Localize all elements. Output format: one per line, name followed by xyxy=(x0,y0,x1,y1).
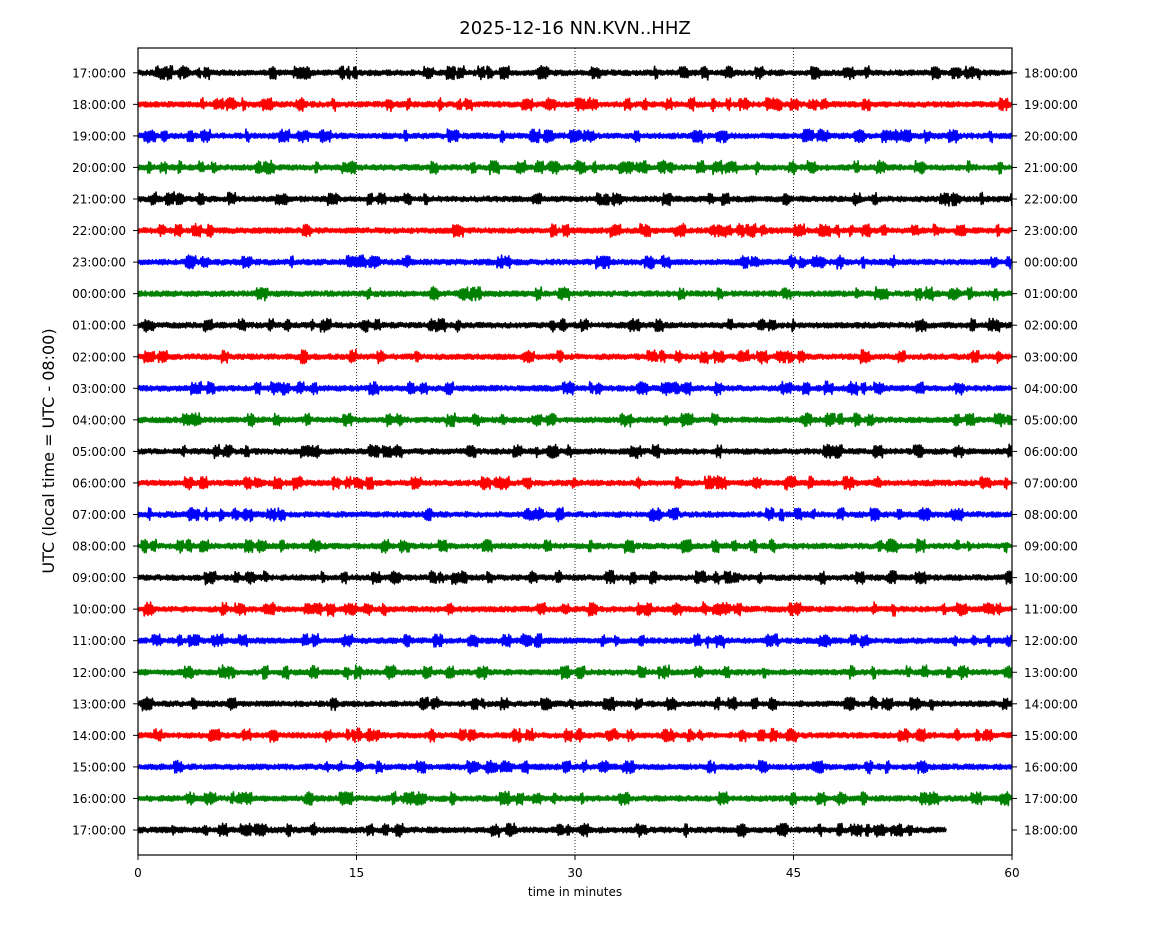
right-tick-label-2: 19:00:00 xyxy=(1024,98,1078,112)
trace-9 xyxy=(137,317,1013,333)
left-tick-label-17: 09:00:00 xyxy=(72,571,126,585)
right-tick-label-13: 06:00:00 xyxy=(1024,445,1078,459)
left-tick-label-11: 03:00:00 xyxy=(72,382,126,396)
left-tick-label-9: 01:00:00 xyxy=(72,319,126,333)
trace-21 xyxy=(137,695,1013,712)
right-tick-label-1: 18:00:00 xyxy=(1024,66,1078,80)
trace-15 xyxy=(137,506,1013,523)
right-tick-label-25: 18:00:00 xyxy=(1024,824,1078,838)
right-tick-label-6: 23:00:00 xyxy=(1024,224,1078,238)
trace-2 xyxy=(137,96,1013,113)
trace-13 xyxy=(137,443,1013,460)
left-tick-label-13: 05:00:00 xyxy=(72,445,126,459)
left-tick-label-18: 10:00:00 xyxy=(72,603,126,617)
left-tick-label-24: 16:00:00 xyxy=(72,792,126,806)
right-tick-label-7: 00:00:00 xyxy=(1024,256,1078,270)
trace-layer xyxy=(137,65,1013,838)
left-tick-label-4: 20:00:00 xyxy=(72,161,126,175)
trace-3 xyxy=(137,128,1013,144)
left-tick-label-6: 22:00:00 xyxy=(72,224,126,238)
y-axis-label: UTC (local time = UTC - 08:00) xyxy=(39,328,58,573)
trace-16 xyxy=(137,538,1013,554)
right-tick-label-15: 08:00:00 xyxy=(1024,508,1078,522)
trace-6 xyxy=(137,222,1013,239)
right-tick-label-3: 20:00:00 xyxy=(1024,129,1078,143)
left-tick-label-19: 11:00:00 xyxy=(72,634,126,648)
right-tick-label-19: 12:00:00 xyxy=(1024,634,1078,648)
left-tick-label-15: 07:00:00 xyxy=(72,508,126,522)
right-tick-label-4: 21:00:00 xyxy=(1024,161,1078,175)
trace-18 xyxy=(137,601,1013,618)
right-tick-label-12: 05:00:00 xyxy=(1024,413,1078,427)
x-tick-label-0: 0 xyxy=(134,866,142,880)
right-tick-label-17: 10:00:00 xyxy=(1024,571,1078,585)
x-tick-label-45: 45 xyxy=(786,866,801,880)
trace-25 xyxy=(137,822,947,838)
right-tick-label-10: 03:00:00 xyxy=(1024,350,1078,364)
trace-11 xyxy=(137,380,1013,397)
trace-20 xyxy=(137,664,1013,681)
right-tick-label-9: 02:00:00 xyxy=(1024,319,1078,333)
left-tick-label-20: 12:00:00 xyxy=(72,666,126,680)
trace-17 xyxy=(137,569,1013,586)
right-tick-label-5: 22:00:00 xyxy=(1024,193,1078,207)
right-tick-label-21: 14:00:00 xyxy=(1024,697,1078,711)
trace-23 xyxy=(137,759,1013,775)
x-tick-label-60: 60 xyxy=(1004,866,1019,880)
trace-8 xyxy=(137,286,1013,302)
right-tick-label-23: 16:00:00 xyxy=(1024,760,1078,774)
x-tick-layer: 0 15 30 45 60 xyxy=(134,855,1020,880)
left-tick-label-2: 18:00:00 xyxy=(72,98,126,112)
left-tick-label-16: 08:00:00 xyxy=(72,540,126,554)
left-tick-label-25: 17:00:00 xyxy=(72,824,126,838)
right-tick-label-18: 11:00:00 xyxy=(1024,603,1078,617)
left-tick-label-22: 14:00:00 xyxy=(72,729,126,743)
left-tick-label-5: 21:00:00 xyxy=(72,193,126,207)
left-tick-label-14: 06:00:00 xyxy=(72,476,126,490)
right-tick-label-11: 04:00:00 xyxy=(1024,382,1078,396)
trace-7 xyxy=(137,254,1013,270)
left-tick-label-21: 13:00:00 xyxy=(72,697,126,711)
chart-title: 2025-12-16 NN.KVN..HHZ xyxy=(459,18,690,39)
right-tick-label-22: 15:00:00 xyxy=(1024,729,1078,743)
trace-10 xyxy=(137,348,1013,365)
trace-19 xyxy=(137,633,1013,649)
left-tick-label-3: 19:00:00 xyxy=(72,129,126,143)
x-tick-label-15: 15 xyxy=(349,866,364,880)
trace-4 xyxy=(137,159,1013,176)
left-tick-layer: 17:00:00 18:00:00 19:00:00 20:00:00 21:00:00… xyxy=(72,66,138,838)
trace-12 xyxy=(137,412,1013,428)
left-tick-label-7: 23:00:00 xyxy=(72,256,126,270)
left-tick-label-23: 15:00:00 xyxy=(72,760,126,774)
right-tick-label-24: 17:00:00 xyxy=(1024,792,1078,806)
x-axis-label: time in minutes xyxy=(528,885,622,899)
left-tick-label-12: 04:00:00 xyxy=(72,413,126,427)
trace-5 xyxy=(137,191,1013,207)
trace-14 xyxy=(137,475,1013,491)
x-tick-label-30: 30 xyxy=(567,866,582,880)
right-tick-label-14: 07:00:00 xyxy=(1024,476,1078,490)
trace-24 xyxy=(137,790,1013,807)
left-tick-label-10: 02:00:00 xyxy=(72,350,126,364)
left-tick-label-1: 17:00:00 xyxy=(72,66,126,80)
trace-1 xyxy=(137,65,1013,81)
left-tick-label-8: 00:00:00 xyxy=(72,287,126,301)
trace-22 xyxy=(137,727,1013,744)
right-tick-layer: 18:00:00 19:00:00 20:00:00 21:00:00 22:00:00… xyxy=(1012,66,1078,838)
right-tick-label-16: 09:00:00 xyxy=(1024,540,1078,554)
grid-layer xyxy=(356,48,794,855)
right-tick-label-8: 01:00:00 xyxy=(1024,287,1078,301)
right-tick-label-20: 13:00:00 xyxy=(1024,666,1078,680)
